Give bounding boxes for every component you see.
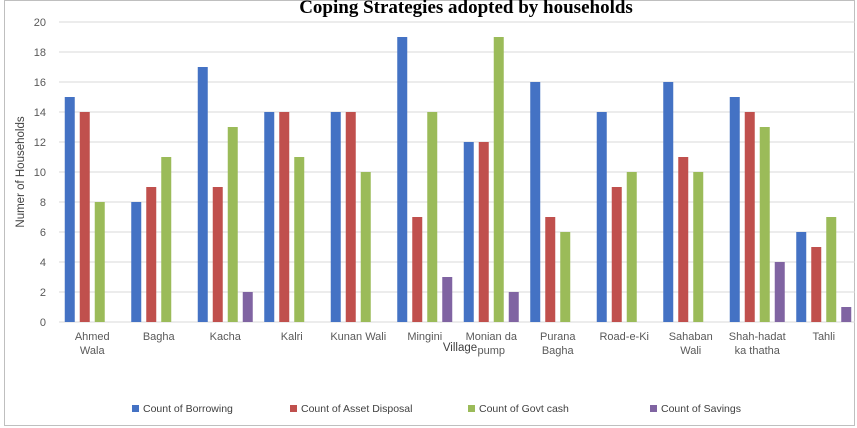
y-tick-label: 2 — [40, 287, 46, 299]
bar — [729, 97, 740, 322]
bar — [508, 292, 519, 322]
bar — [493, 37, 504, 322]
y-tick-label: 8 — [40, 197, 46, 209]
x-tick-label: Purana Bagha — [540, 331, 576, 357]
y-tick-label: 0 — [40, 317, 46, 329]
x-axis-ticks: Ahmed Wala Bagha Kacha Kalri Kunan Wali Mingin… — [75, 331, 835, 357]
x-tick-label-line: Tahli — [812, 331, 835, 343]
y-tick-label: 4 — [40, 257, 46, 269]
legend-swatch — [468, 405, 475, 412]
bar — [744, 112, 755, 322]
x-tick-label-line: Wali — [680, 345, 701, 357]
bar — [826, 217, 837, 322]
bar — [774, 262, 785, 322]
x-tick-label: Road-e-Ki — [599, 331, 649, 343]
legend: Count of Borrowing Count of Asset Disposa… — [132, 403, 741, 415]
x-tick-label-line: pump — [477, 345, 505, 357]
bar — [596, 112, 607, 322]
bars — [64, 37, 852, 322]
bar — [463, 142, 474, 322]
bar — [796, 232, 807, 322]
y-axis-ticks: 0 2 4 6 8 10 12 14 16 18 20 — [34, 17, 46, 329]
chart-title: Coping Strategies adopted by households — [299, 0, 633, 18]
x-tick-label-line: Mingini — [407, 331, 442, 343]
bar — [146, 187, 157, 322]
bar — [841, 307, 852, 322]
x-tick-label: Bagha — [143, 331, 176, 343]
x-tick-label-line: Kacha — [210, 331, 242, 343]
x-tick-label-line: Bagha — [143, 331, 176, 343]
x-tick-label: Monian da pump — [466, 331, 518, 357]
bar — [242, 292, 253, 322]
x-tick-label: Kunan Wali — [330, 331, 386, 343]
bar — [131, 202, 142, 322]
x-axis-title: Village — [443, 342, 477, 354]
x-tick-label: Shah-hadat ka thatha — [729, 331, 786, 357]
x-tick-label-line: Road-e-Ki — [599, 331, 649, 343]
bar — [478, 142, 489, 322]
bar — [442, 277, 453, 322]
bar — [294, 157, 305, 322]
x-tick-label-line: Ahmed — [75, 331, 110, 343]
y-tick-label: 12 — [34, 137, 46, 149]
bar — [663, 82, 674, 322]
bar — [678, 157, 689, 322]
bar — [611, 187, 622, 322]
bar — [759, 127, 770, 322]
bar — [397, 37, 408, 322]
bar — [427, 112, 438, 322]
x-tick-label: Sahaban Wali — [669, 331, 713, 357]
y-axis-title: Numer of Households — [15, 116, 27, 227]
x-tick-label: Ahmed Wala — [75, 331, 110, 357]
x-tick-label-line: Kunan Wali — [330, 331, 386, 343]
x-tick-label-line: Purana — [540, 331, 576, 343]
y-tick-label: 10 — [34, 167, 46, 179]
x-tick-label: Kacha — [210, 331, 242, 343]
y-tick-label: 20 — [34, 17, 46, 29]
legend-swatch — [650, 405, 657, 412]
bar — [360, 172, 371, 322]
legend-label: Count of Govt cash — [479, 403, 569, 415]
legend-label: Count of Asset Disposal — [301, 403, 412, 415]
legend-swatch — [290, 405, 297, 412]
chart-frame — [4, 0, 855, 426]
bar — [279, 112, 290, 322]
bar — [811, 247, 822, 322]
legend-label: Count of Borrowing — [143, 403, 233, 415]
bar — [64, 97, 75, 322]
bar — [412, 217, 423, 322]
y-tick-label: 6 — [40, 227, 46, 239]
x-tick-label: Mingini — [407, 331, 442, 343]
x-tick-label: Tahli — [812, 331, 835, 343]
x-tick-label-line: Monian da — [466, 331, 518, 343]
bar — [626, 172, 637, 322]
legend-swatch — [132, 405, 139, 412]
bar — [560, 232, 571, 322]
x-tick-label-line: Bagha — [542, 345, 575, 357]
bar — [345, 112, 356, 322]
x-tick-label-line: Shah-hadat — [729, 331, 786, 343]
legend-label: Count of Savings — [661, 403, 741, 415]
y-tick-label: 16 — [34, 77, 46, 89]
x-tick-label-line: Wala — [80, 345, 106, 357]
y-tick-label: 14 — [34, 107, 46, 119]
bar — [161, 157, 172, 322]
bar — [693, 172, 704, 322]
gridlines — [59, 21, 855, 323]
bar — [197, 67, 208, 322]
y-tick-label: 18 — [34, 47, 46, 59]
x-tick-label-line: Sahaban — [669, 331, 713, 343]
x-tick-label-line: ka thatha — [735, 345, 781, 357]
bar — [264, 112, 275, 322]
bar — [330, 112, 341, 322]
x-tick-label-line: Kalri — [281, 331, 303, 343]
bar — [79, 112, 90, 322]
x-tick-label: Kalri — [281, 331, 303, 343]
bar — [212, 187, 223, 322]
bar — [227, 127, 238, 322]
bar — [545, 217, 556, 322]
bar — [94, 202, 105, 322]
bar — [530, 82, 541, 322]
